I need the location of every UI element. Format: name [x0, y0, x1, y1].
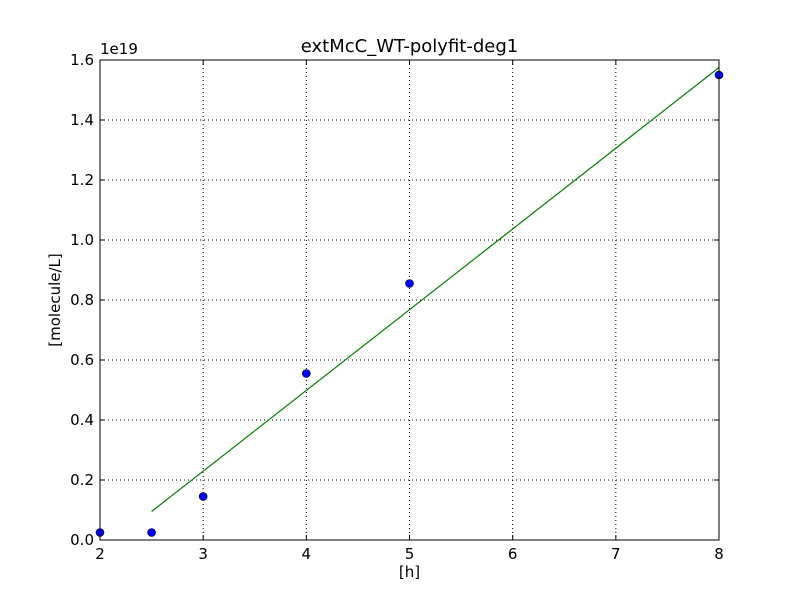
- data-point: [198, 492, 208, 501]
- y-tick-label: 0.2: [70, 471, 94, 489]
- x-tick-label: 4: [302, 545, 312, 563]
- y-tick-label: 0.8: [70, 291, 94, 309]
- y-tick-label: 1.0: [70, 231, 94, 249]
- x-tick-label: 7: [611, 545, 621, 563]
- data-series: [95, 67, 724, 537]
- y-axis-label: [molecule/L]: [46, 253, 64, 346]
- grid-lines: [100, 60, 719, 540]
- y-tick-label: 1.6: [70, 51, 94, 69]
- x-tick-label: 5: [405, 545, 415, 563]
- y-tick-label: 0.6: [70, 351, 94, 369]
- fit-line: [151, 67, 720, 512]
- x-axis-label: [h]: [399, 563, 420, 581]
- x-tick-label: 3: [198, 545, 208, 563]
- data-point: [147, 528, 156, 537]
- x-tick-label: 8: [714, 545, 724, 563]
- chart-title: extMcC_WT-polyfit-deg1: [301, 36, 518, 57]
- y-tick-label: 0.0: [70, 531, 94, 549]
- data-point: [405, 279, 414, 288]
- x-tick-label: 6: [508, 545, 518, 563]
- x-tick-label: 2: [95, 545, 105, 563]
- y-tick-label: 1.2: [70, 171, 94, 189]
- y-offset-label: 1e19: [100, 40, 138, 58]
- data-point: [302, 369, 311, 378]
- y-tick-label: 1.4: [70, 111, 94, 129]
- y-tick-label: 0.4: [70, 411, 94, 429]
- axis-ticks: 2 3 4 5 6 7 8 0.0 0.2 0.4 0.6 0.8 1.0 1.2 1.4 1.6: [70, 51, 724, 563]
